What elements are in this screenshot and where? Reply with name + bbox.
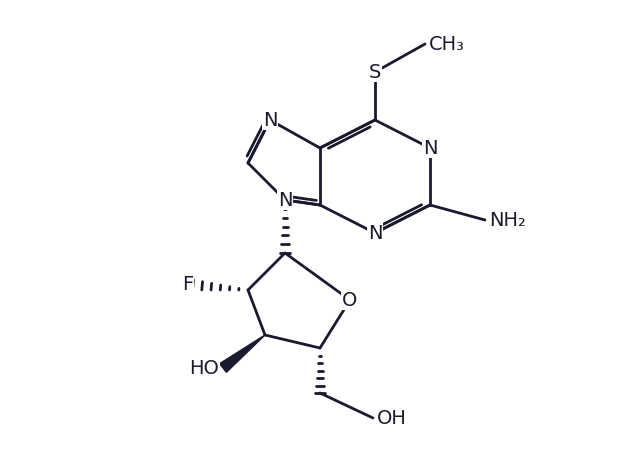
Text: O: O (342, 290, 358, 310)
Text: N: N (278, 190, 292, 210)
Polygon shape (220, 335, 265, 372)
Text: N: N (423, 139, 437, 157)
Text: NH₂: NH₂ (489, 211, 526, 229)
Text: N: N (368, 224, 382, 243)
Text: N: N (263, 110, 277, 130)
Text: HO: HO (189, 359, 219, 377)
Text: S: S (369, 63, 381, 81)
Text: CH₃: CH₃ (429, 34, 465, 54)
Text: F: F (182, 275, 193, 295)
Text: OH: OH (377, 408, 407, 428)
